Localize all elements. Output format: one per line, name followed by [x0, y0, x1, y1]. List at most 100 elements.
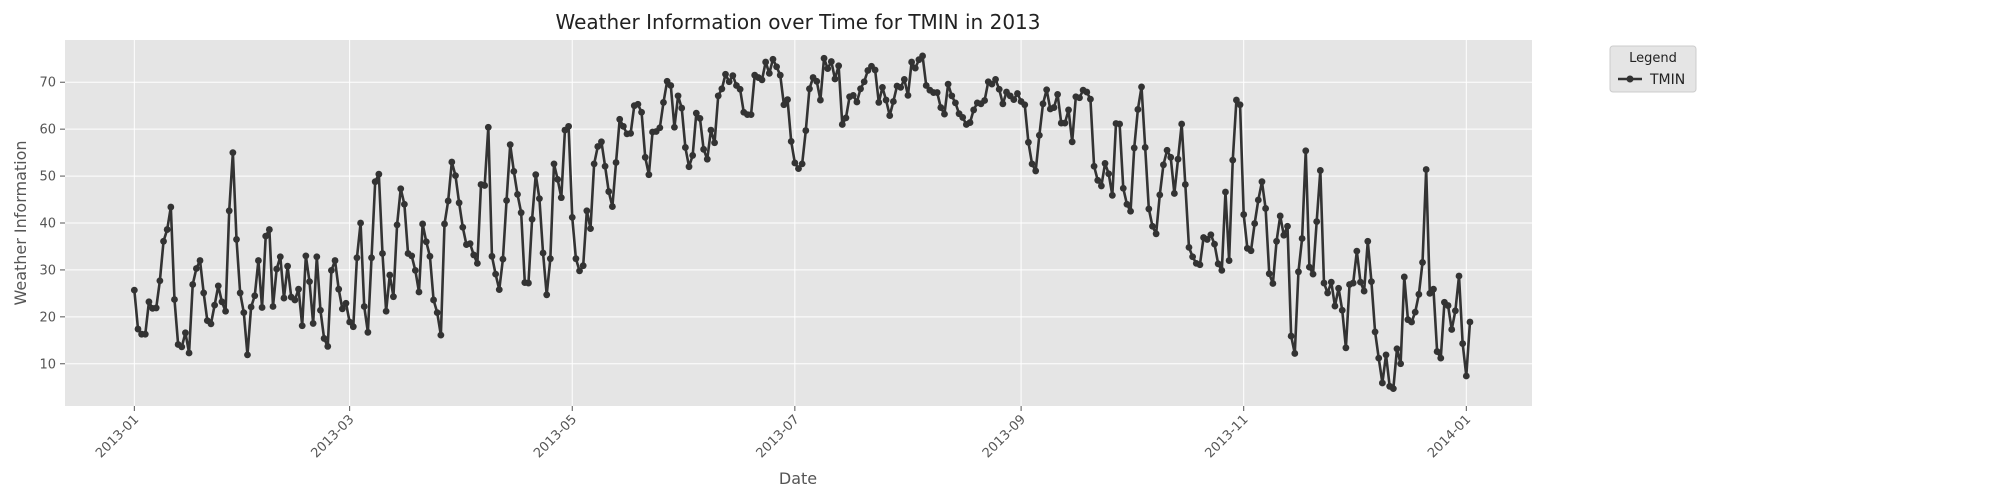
data-point [1273, 237, 1280, 245]
data-point [163, 226, 171, 233]
data-point [933, 89, 941, 96]
data-point [1258, 178, 1266, 186]
data-point [879, 83, 886, 91]
data-point [703, 155, 711, 163]
data-point [1382, 351, 1390, 359]
data-point [452, 172, 459, 180]
data-point [320, 335, 328, 342]
data-point [1451, 307, 1459, 315]
data-point [1397, 360, 1405, 368]
data-point [364, 328, 372, 336]
data-point [681, 144, 689, 151]
data-point [346, 318, 354, 326]
data-point [386, 271, 394, 279]
data-point [240, 309, 248, 317]
data-point [368, 254, 375, 262]
data-point [1229, 156, 1237, 164]
data-point [309, 320, 317, 327]
data-point [1375, 354, 1383, 362]
data-point [324, 343, 332, 350]
data-point [1302, 147, 1310, 155]
data-point [134, 325, 142, 333]
data-point [484, 123, 492, 131]
data-point [255, 257, 262, 264]
data-point [1167, 153, 1175, 161]
data-point [1309, 270, 1317, 278]
data-point [1127, 207, 1134, 215]
data-point [1141, 144, 1149, 151]
data-point [536, 195, 543, 203]
data-point [1116, 120, 1124, 128]
y-tick-label: 10 [39, 357, 56, 372]
x-axis-label: Date [779, 469, 817, 488]
data-point [528, 215, 536, 223]
data-point [525, 279, 532, 287]
data-point [437, 331, 445, 339]
data-point [1320, 279, 1328, 287]
y-tick-label: 40 [39, 217, 56, 232]
data-point [466, 240, 474, 248]
data-point [889, 98, 897, 105]
data-point [1087, 95, 1094, 103]
data-point [317, 306, 324, 314]
data-point [765, 69, 773, 77]
data-point [1298, 235, 1306, 242]
data-point [1430, 285, 1437, 293]
data-point [634, 100, 642, 108]
data-point [1411, 308, 1419, 316]
x-tick-label: 2013-01 [93, 412, 142, 461]
data-point [1170, 190, 1178, 197]
data-point [827, 58, 835, 65]
data-point [590, 160, 598, 168]
data-point [692, 109, 700, 117]
data-point [1262, 205, 1269, 212]
data-point [426, 252, 434, 260]
data-point [1090, 162, 1098, 170]
data-point [948, 92, 956, 100]
y-tick-label: 20 [39, 310, 56, 325]
data-point [608, 203, 616, 210]
data-point [831, 75, 839, 83]
x-tick-label: 2013-05 [531, 412, 580, 461]
data-point [430, 296, 437, 304]
data-point [1349, 279, 1357, 287]
data-point [1444, 302, 1452, 309]
data-point [433, 309, 441, 317]
legend-title: Legend [1629, 51, 1677, 66]
data-point [269, 303, 277, 310]
data-point [1236, 101, 1244, 109]
data-point [835, 62, 843, 70]
data-point [400, 200, 408, 208]
data-point [1138, 83, 1145, 91]
data-point [1218, 266, 1226, 274]
data-point [492, 270, 500, 278]
data-point [448, 158, 456, 166]
data-point [276, 253, 284, 261]
data-point [171, 296, 178, 303]
data-point [233, 236, 240, 243]
data-point [1178, 120, 1186, 128]
data-point [393, 221, 401, 229]
series-layer [130, 52, 1474, 393]
data-point [842, 114, 850, 122]
data-point [908, 58, 916, 66]
data-point [1280, 231, 1288, 239]
data-point [1357, 278, 1364, 286]
data-point [1459, 340, 1467, 347]
data-point [1316, 167, 1324, 174]
data-point [145, 298, 153, 306]
data-point [503, 197, 510, 204]
data-point [1313, 218, 1321, 225]
data-point [353, 254, 361, 262]
data-point [729, 72, 737, 80]
data-point [360, 303, 368, 310]
data-point [667, 82, 675, 89]
data-point [1455, 272, 1463, 280]
legend-entry-label: TMIN [1649, 72, 1685, 88]
data-point [1043, 86, 1051, 94]
data-point [225, 207, 233, 215]
data-point [265, 226, 273, 233]
data-point [1039, 100, 1047, 108]
data-point [298, 322, 306, 330]
